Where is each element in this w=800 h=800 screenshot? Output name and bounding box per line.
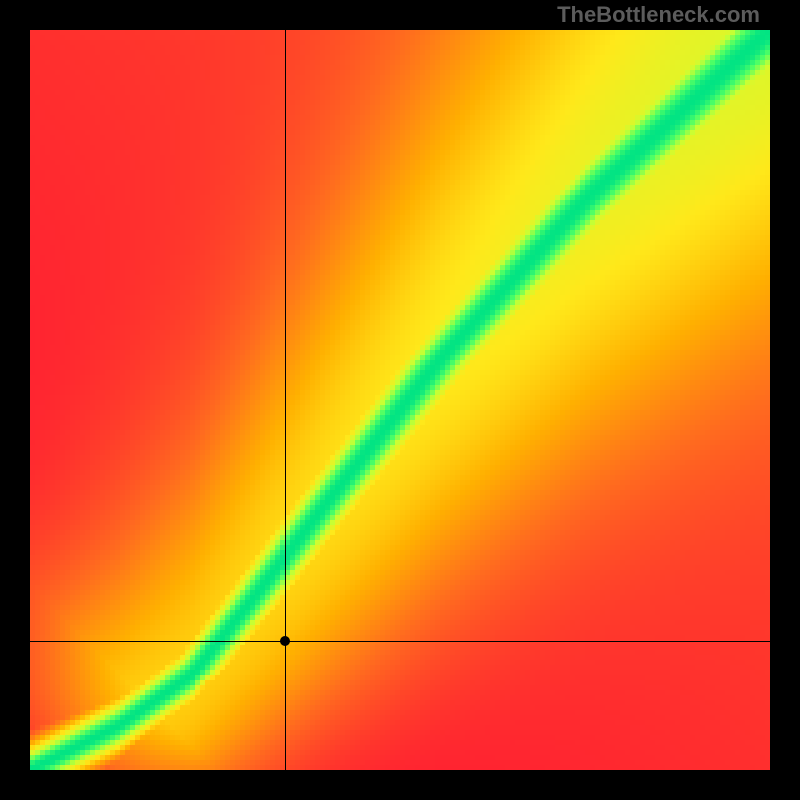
heatmap-plot-area (30, 30, 770, 770)
watermark-text: TheBottleneck.com (557, 2, 760, 28)
heatmap-canvas (30, 30, 770, 770)
